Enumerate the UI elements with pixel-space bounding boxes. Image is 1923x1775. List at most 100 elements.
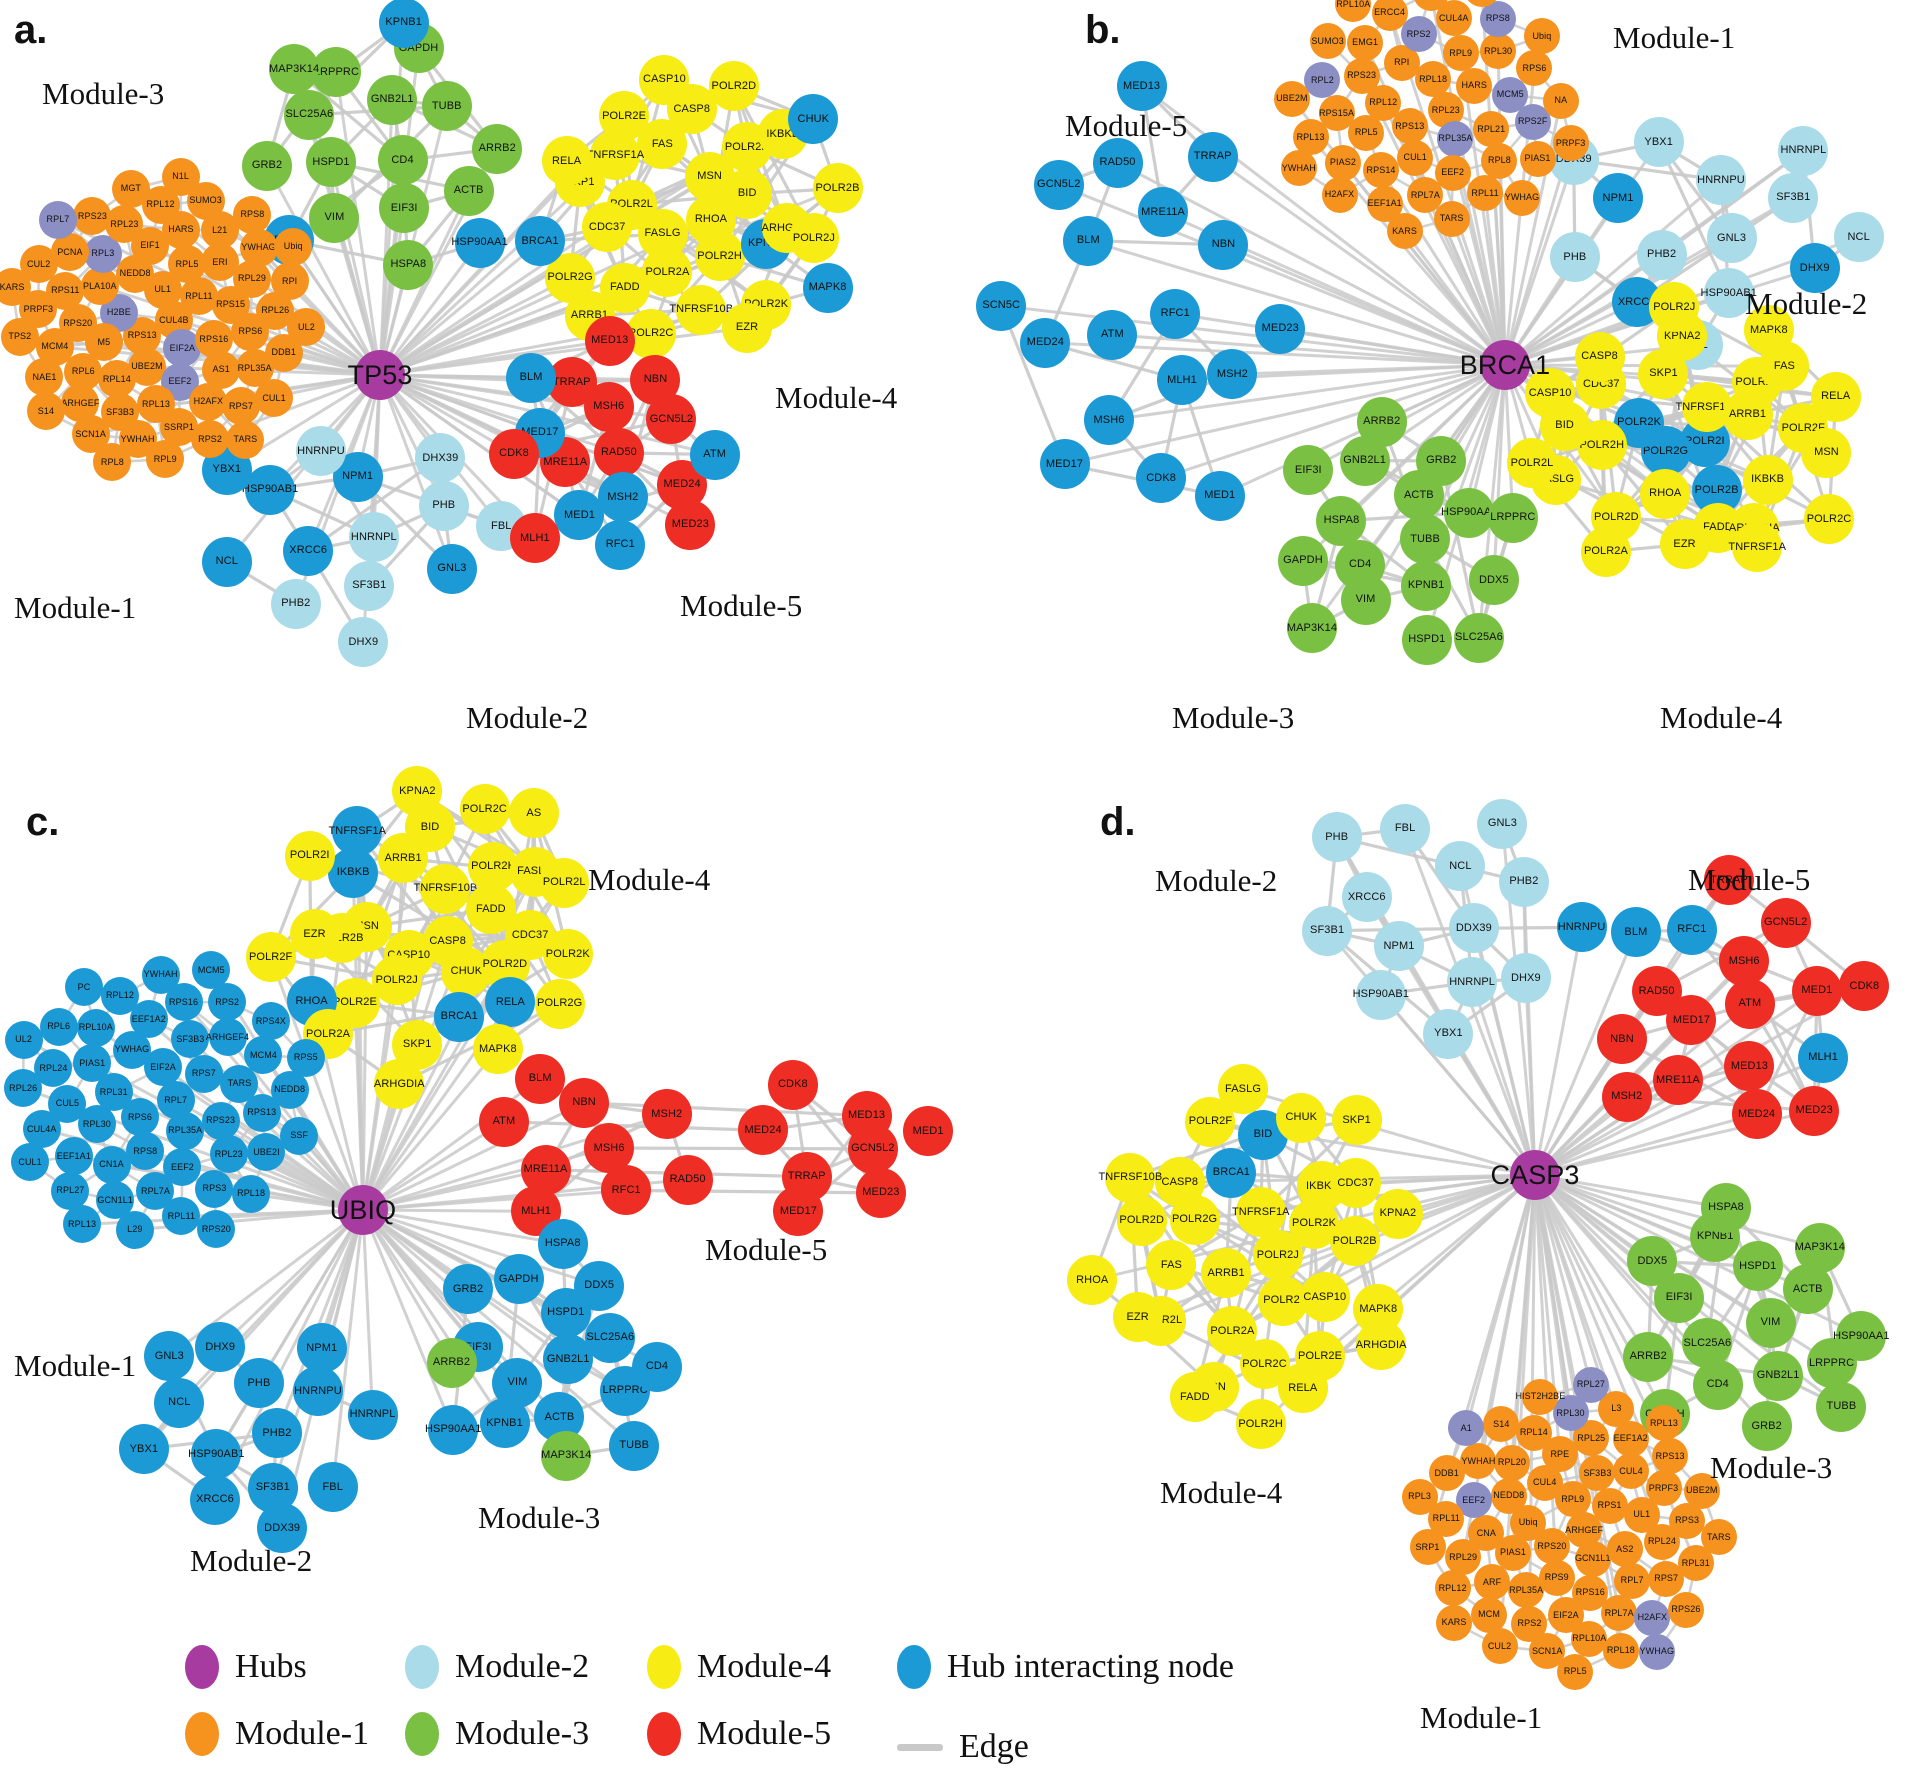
- network-node[interactable]: PHB2: [251, 1408, 302, 1459]
- network-node[interactable]: YBX1: [1423, 1008, 1474, 1059]
- network-node[interactable]: BRCA1: [515, 216, 566, 267]
- network-node[interactable]: CUL1: [255, 379, 294, 418]
- network-node[interactable]: FBL: [307, 1462, 358, 1513]
- network-node[interactable]: RPL6: [39, 1007, 78, 1046]
- network-node[interactable]: MAP3K14: [269, 44, 319, 95]
- network-node[interactable]: POLR2I: [284, 830, 335, 881]
- network-node[interactable]: MLH1: [1798, 1032, 1849, 1083]
- network-node[interactable]: NBN: [630, 354, 681, 405]
- network-node[interactable]: RPL5: [1348, 114, 1385, 151]
- network-node[interactable]: MRE11A: [1138, 187, 1189, 238]
- network-node[interactable]: RPL21: [1473, 111, 1510, 148]
- network-node[interactable]: RELA: [1810, 371, 1861, 422]
- network-node[interactable]: RPS4X: [251, 1002, 290, 1041]
- network-node[interactable]: SF3B3: [171, 1020, 210, 1059]
- network-node[interactable]: H2AFX: [1321, 176, 1358, 213]
- network-node[interactable]: LRPPRC: [1487, 492, 1538, 543]
- network-node[interactable]: FADD: [1169, 1372, 1220, 1423]
- network-node[interactable]: ARRB2: [472, 123, 523, 174]
- network-node[interactable]: HSP90AB1: [242, 464, 298, 515]
- network-node[interactable]: RPS2: [208, 983, 247, 1022]
- network-node[interactable]: DHX9: [338, 617, 389, 668]
- network-node[interactable]: EEF1A1: [54, 1137, 93, 1176]
- network-node[interactable]: TUBB: [609, 1420, 660, 1471]
- network-node[interactable]: NBN: [559, 1077, 610, 1128]
- network-node[interactable]: RPL10A: [1571, 1620, 1608, 1657]
- network-node[interactable]: RFC1: [601, 1165, 652, 1216]
- network-node[interactable]: HSP90AA1: [451, 217, 508, 268]
- network-node[interactable]: YBX1: [1633, 117, 1684, 168]
- network-node[interactable]: MSH2: [641, 1089, 692, 1140]
- network-node[interactable]: EIF3I: [1283, 445, 1334, 496]
- network-node[interactable]: HSPD1: [1401, 614, 1452, 665]
- network-node[interactable]: MGT: [111, 169, 150, 208]
- network-node[interactable]: ARRB2: [1356, 396, 1407, 447]
- network-node[interactable]: RPL10A: [1335, 0, 1372, 23]
- network-node[interactable]: HIST2H2BE: [1515, 1378, 1565, 1415]
- network-node[interactable]: HSPA8: [383, 239, 434, 290]
- network-node[interactable]: MED13: [1116, 61, 1167, 112]
- network-node[interactable]: RPL35A: [1437, 120, 1474, 157]
- network-node[interactable]: FASLG: [1218, 1064, 1268, 1115]
- network-node[interactable]: YBX1: [118, 1424, 169, 1475]
- network-node[interactable]: TARS: [1433, 200, 1470, 237]
- network-node[interactable]: RFC1: [595, 519, 646, 570]
- network-node[interactable]: SF3B1: [344, 560, 395, 611]
- network-node[interactable]: MSH6: [1719, 936, 1770, 987]
- network-node[interactable]: HNRNPL: [1447, 957, 1498, 1008]
- network-node[interactable]: ARF: [1474, 1564, 1511, 1601]
- network-node[interactable]: EZR: [289, 909, 340, 960]
- network-node[interactable]: SRP1: [1409, 1529, 1446, 1566]
- network-node[interactable]: RPL11: [1467, 175, 1504, 212]
- network-node[interactable]: Ubiq: [1523, 18, 1560, 55]
- network-node[interactable]: HNRNPU: [1556, 902, 1607, 953]
- network-node[interactable]: PC: [65, 968, 103, 1007]
- network-node[interactable]: POLR2G: [534, 978, 585, 1029]
- network-node[interactable]: FBL: [1380, 803, 1431, 854]
- network-node[interactable]: EZR: [1112, 1292, 1163, 1343]
- network-node[interactable]: RPS5: [286, 1038, 325, 1077]
- network-node[interactable]: KPNB1: [378, 0, 429, 48]
- network-node[interactable]: HSPA8: [1316, 495, 1367, 546]
- network-node[interactable]: MSH2: [1601, 1071, 1652, 1122]
- network-node[interactable]: TNFRSF10B: [414, 863, 477, 914]
- network-node[interactable]: RAD50: [662, 1154, 713, 1205]
- network-node[interactable]: MLH1: [509, 513, 560, 564]
- network-node[interactable]: MAP3K14: [1795, 1222, 1845, 1273]
- network-node[interactable]: PHB2: [270, 578, 321, 629]
- network-node[interactable]: CASP8: [1574, 331, 1625, 382]
- network-node[interactable]: RAD50: [1631, 966, 1682, 1017]
- network-node[interactable]: RPL14: [1515, 1414, 1552, 1451]
- network-node[interactable]: GCN1L1: [1574, 1540, 1611, 1577]
- network-node[interactable]: RPL29: [1445, 1539, 1482, 1576]
- network-node[interactable]: MAP3K14: [541, 1430, 591, 1481]
- network-node[interactable]: UL2: [4, 1020, 43, 1059]
- network-node[interactable]: HARS: [1456, 67, 1493, 104]
- network-node[interactable]: MCM: [1471, 1596, 1508, 1633]
- network-node[interactable]: IKBKB: [1742, 454, 1793, 505]
- network-node[interactable]: RPS9: [1538, 1559, 1575, 1596]
- network-node[interactable]: CDK8: [1136, 453, 1187, 504]
- network-node[interactable]: GRB2: [1416, 435, 1467, 486]
- network-node[interactable]: CUL2: [1481, 1628, 1518, 1665]
- network-node[interactable]: SKP1: [1331, 1095, 1382, 1146]
- network-node[interactable]: TPS2: [0, 317, 39, 356]
- network-node[interactable]: NAE1: [25, 358, 64, 397]
- network-node[interactable]: MED13: [584, 315, 635, 366]
- network-node[interactable]: HSP90AB1: [1353, 969, 1409, 1020]
- network-node[interactable]: ARHGEF4: [206, 1018, 249, 1057]
- network-node[interactable]: POLR2C: [459, 784, 510, 835]
- network-node[interactable]: LRPPRC: [311, 47, 362, 98]
- network-node[interactable]: POLR2K: [542, 929, 593, 980]
- network-node[interactable]: MAPK8: [802, 262, 853, 313]
- network-node[interactable]: HNRNPL: [1778, 125, 1829, 176]
- network-node[interactable]: MED23: [1255, 303, 1306, 354]
- network-node[interactable]: UL2: [287, 308, 326, 347]
- network-node[interactable]: CHUK: [788, 94, 839, 145]
- network-node[interactable]: MED1: [1791, 965, 1842, 1016]
- network-node[interactable]: RPS20: [197, 1210, 236, 1249]
- network-node[interactable]: GRB2: [242, 140, 292, 191]
- network-node[interactable]: RPL18: [1602, 1632, 1639, 1669]
- network-node[interactable]: ARRB2: [1623, 1331, 1674, 1382]
- network-node[interactable]: XRCC6: [283, 525, 334, 576]
